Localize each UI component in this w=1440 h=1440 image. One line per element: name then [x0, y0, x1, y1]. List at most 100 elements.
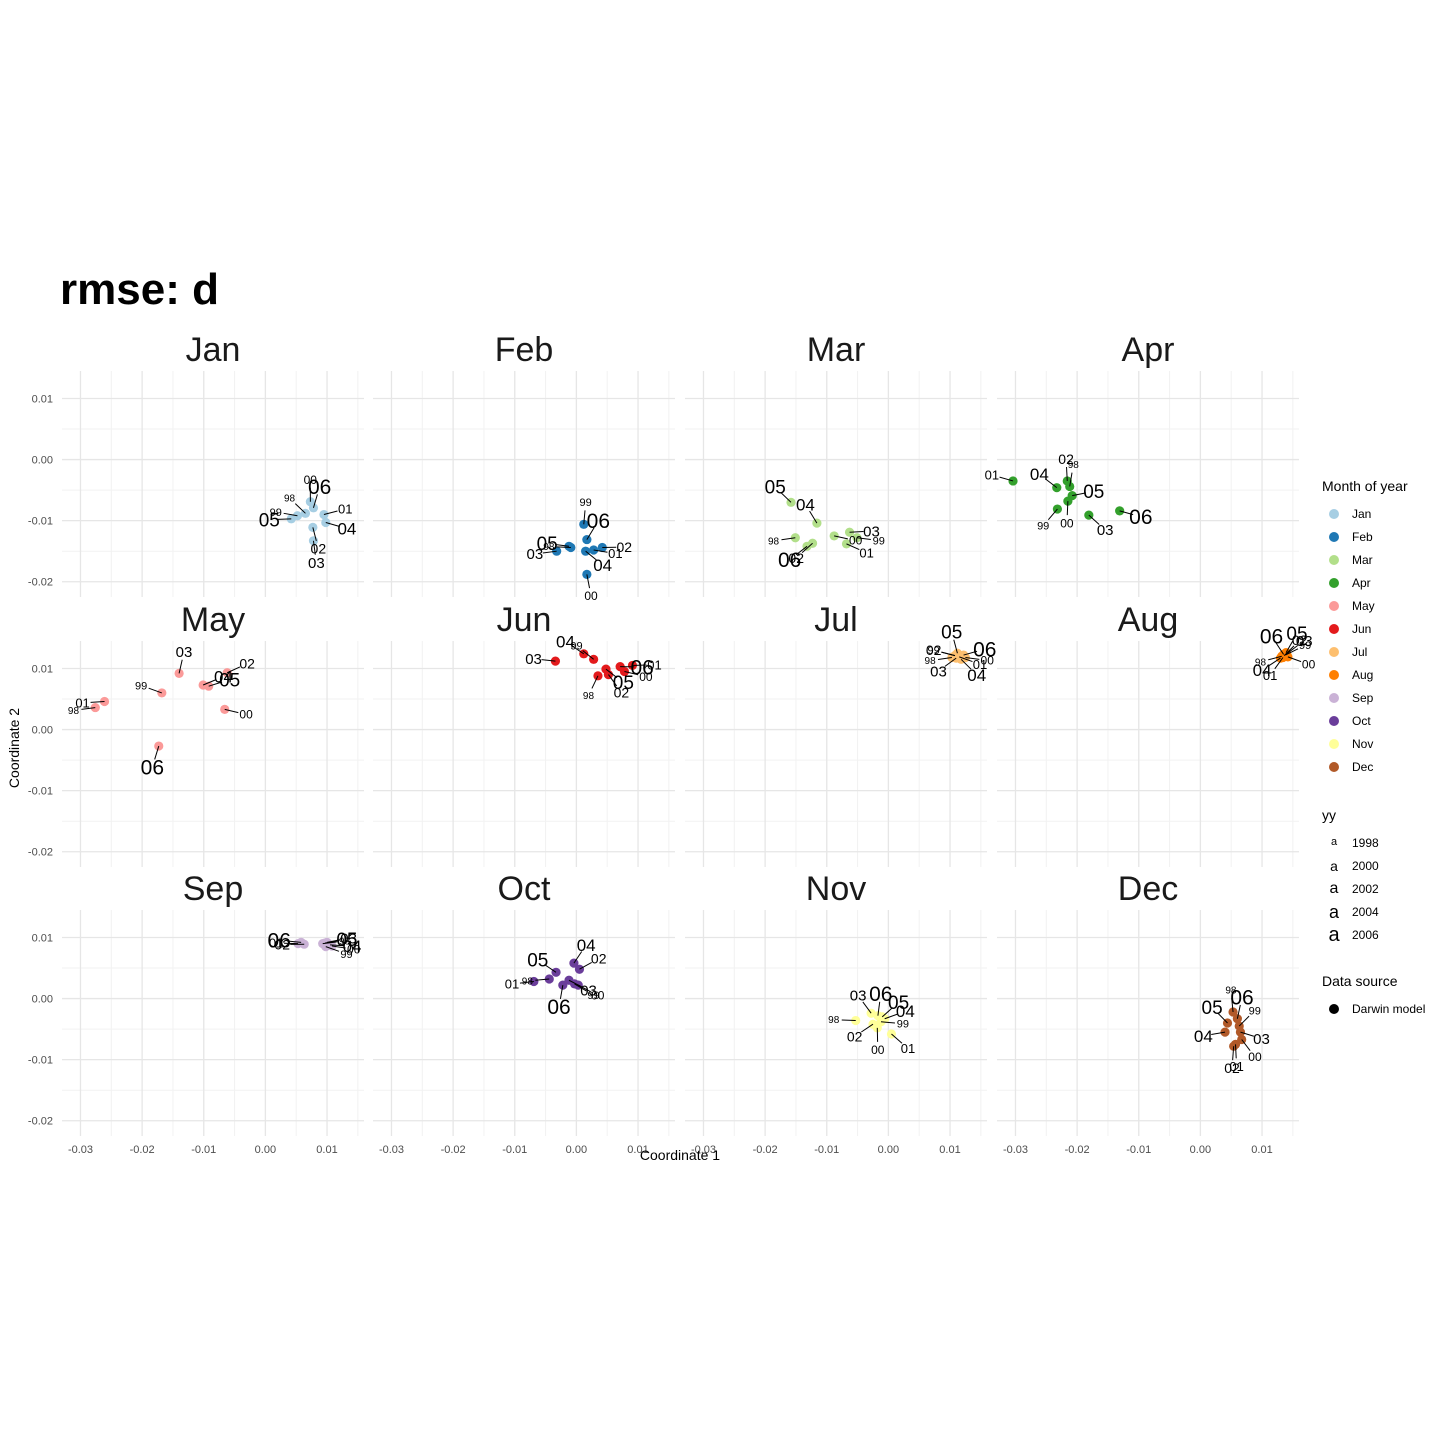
point-label-mar-99: 99 — [873, 535, 885, 547]
point-label-aug-05: 05 — [1286, 624, 1307, 645]
legend-color-swatch — [1329, 738, 1339, 749]
label-segment — [224, 708, 239, 714]
label-segment — [795, 545, 808, 556]
legend-color-swatch — [1329, 508, 1339, 519]
label-segment — [841, 1019, 856, 1022]
point-label-mar-98: 98 — [768, 536, 780, 547]
legend-color-key — [1322, 761, 1346, 772]
data-point-dec-98 — [1228, 1007, 1238, 1017]
point-label-apr-06: 06 — [1129, 506, 1152, 529]
label-segment — [586, 527, 595, 540]
label-segment — [1119, 510, 1134, 516]
legend-item-label: May — [1352, 598, 1375, 613]
y-tick-label: -0.02 — [28, 1116, 53, 1128]
label-segment — [579, 962, 592, 970]
point-label-jan-02: 02 — [311, 541, 327, 557]
panel-title-aug: Aug — [1118, 601, 1179, 639]
label-segment — [1066, 501, 1069, 516]
label-segment — [941, 651, 956, 657]
point-label-dec-01: 01 — [1229, 1059, 1243, 1074]
label-segment — [1283, 645, 1295, 657]
point-label-mar-05: 05 — [765, 478, 786, 499]
label-segment — [1268, 657, 1281, 667]
point-label-mar-00: 00 — [849, 534, 863, 548]
x-tick-label: 0.00 — [878, 1144, 899, 1156]
point-label-may-98: 98 — [68, 706, 80, 717]
x-tick-label: -0.01 — [814, 1144, 839, 1156]
label-segment — [331, 945, 346, 949]
legend-item-source: Darwin model — [1322, 997, 1425, 1020]
label-segment — [591, 675, 599, 689]
point-label-nov-98: 98 — [828, 1015, 840, 1026]
point-label-sep-04: 04 — [343, 937, 362, 956]
point-label-jun-00: 00 — [639, 670, 653, 684]
label-segment — [277, 518, 292, 520]
x-tick-label: -0.03 — [379, 1144, 404, 1156]
point-label-aug-00: 00 — [1302, 658, 1316, 672]
legend-item-year-2004: a 2004 — [1322, 900, 1379, 923]
point-label-jan-04: 04 — [337, 520, 356, 539]
point-label-aug-03: 03 — [1296, 633, 1313, 650]
point-label-jan-06: 06 — [308, 476, 331, 499]
legend-item-aug: Aug — [1322, 663, 1408, 686]
point-label-may-00: 00 — [239, 708, 253, 722]
panel-title-dec: Dec — [1118, 870, 1178, 908]
point-label-feb-04: 04 — [593, 556, 612, 575]
label-segment — [1241, 1039, 1251, 1051]
point-label-oct-05: 05 — [527, 951, 548, 972]
point-label-oct-06: 06 — [547, 996, 570, 1019]
data-point-mar-98 — [790, 533, 800, 543]
point-label-dec-98: 98 — [1225, 986, 1237, 997]
label-segment — [325, 946, 340, 952]
label-segment — [880, 1021, 895, 1024]
point-label-sep-06: 06 — [268, 930, 291, 953]
legend-color-swatch — [1329, 600, 1339, 611]
point-label-apr-00: 00 — [1060, 516, 1074, 530]
label-segment — [944, 657, 957, 667]
label-segment — [953, 639, 958, 654]
legend-color-key — [1322, 715, 1346, 726]
point-label-aug-02: 02 — [1292, 632, 1308, 648]
legend-item-jul: Jul — [1322, 640, 1408, 663]
legend-item-year-2000: a 2000 — [1322, 854, 1379, 877]
legend-month: Month of year Jan Feb Mar Apr May Jun Jul Aug Se… — [1322, 478, 1408, 778]
x-tick-label: -0.03 — [68, 1144, 93, 1156]
legend-item-year-2006: a 2006 — [1322, 923, 1378, 946]
point-label-feb-98: 98 — [543, 542, 555, 553]
point-label-jul-03: 03 — [930, 663, 947, 680]
point-label-sep-00: 00 — [347, 942, 361, 956]
label-segment — [1069, 472, 1073, 487]
legend-item-year-2002: a 2002 — [1322, 877, 1379, 900]
legend-color-swatch — [1329, 646, 1339, 657]
legend-yy-title: yy — [1322, 807, 1336, 823]
legend-item-sep: Sep — [1322, 686, 1408, 709]
label-segment — [568, 979, 582, 988]
x-tick-label: 0.01 — [1251, 1144, 1272, 1156]
legend-item-label: Mar — [1352, 552, 1373, 567]
label-segment — [541, 659, 556, 662]
legend-color-key — [1322, 646, 1346, 657]
legend-item-label: Oct — [1352, 713, 1371, 728]
legend-source-title: Data source — [1322, 973, 1398, 989]
label-segment — [959, 656, 973, 663]
point-label-jul-02: 02 — [926, 642, 942, 658]
point-label-may-02: 02 — [239, 656, 255, 672]
data-point-may-03 — [174, 668, 184, 678]
label-segment — [1211, 1031, 1226, 1036]
point-label-feb-05: 05 — [537, 534, 558, 555]
point-label-apr-03: 03 — [1097, 522, 1114, 539]
x-tick-label: 0.01 — [939, 1144, 960, 1156]
point-label-nov-05: 05 — [888, 993, 909, 1014]
x-tick-label: -0.02 — [753, 1144, 778, 1156]
point-label-nov-04: 04 — [896, 1002, 915, 1021]
label-segment — [1066, 466, 1068, 481]
point-label-aug-99: 99 — [1299, 640, 1311, 652]
point-label-nov-02: 02 — [847, 1028, 863, 1044]
point-label-may-04: 04 — [214, 667, 233, 686]
data-point-nov-98 — [851, 1015, 861, 1026]
label-segment — [585, 550, 597, 561]
point-label-jan-05: 05 — [259, 510, 280, 531]
legend-color-key — [1322, 508, 1346, 519]
point-label-oct-00: 00 — [591, 989, 605, 1003]
legend-item-may: May — [1322, 594, 1408, 617]
